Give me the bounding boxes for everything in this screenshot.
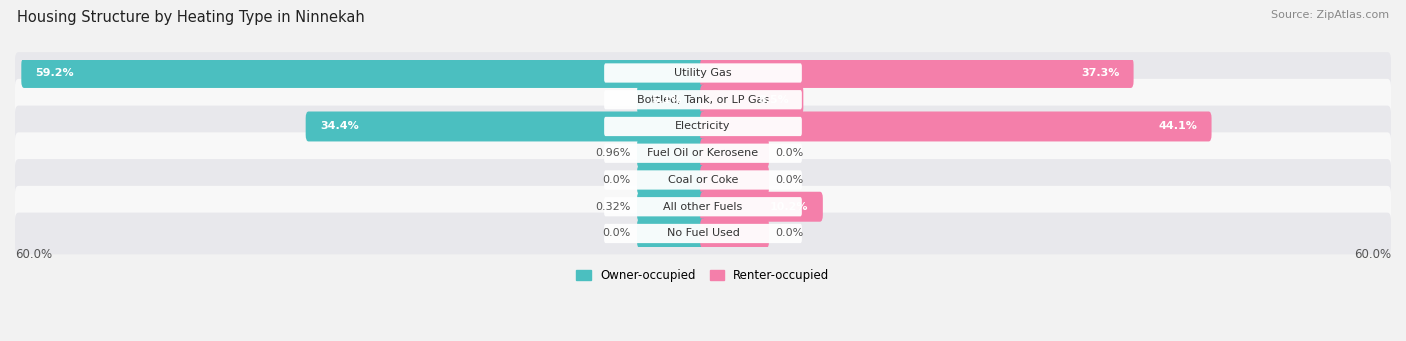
Text: 0.96%: 0.96% [595,148,631,158]
Legend: Owner-occupied, Renter-occupied: Owner-occupied, Renter-occupied [576,269,830,282]
FancyBboxPatch shape [605,63,801,83]
Text: Bottled, Tank, or LP Gas: Bottled, Tank, or LP Gas [637,95,769,105]
Text: Housing Structure by Heating Type in Ninnekah: Housing Structure by Heating Type in Nin… [17,10,364,25]
FancyBboxPatch shape [15,79,1391,121]
FancyBboxPatch shape [15,213,1391,254]
Text: No Fuel Used: No Fuel Used [666,228,740,238]
Text: 10.2%: 10.2% [770,202,808,212]
FancyBboxPatch shape [605,197,801,216]
FancyBboxPatch shape [637,138,706,168]
Text: 60.0%: 60.0% [1354,248,1391,261]
Text: 34.4%: 34.4% [321,121,359,132]
FancyBboxPatch shape [605,224,801,243]
Text: 0.0%: 0.0% [775,148,803,158]
FancyBboxPatch shape [605,144,801,163]
Text: All other Fuels: All other Fuels [664,202,742,212]
Text: 0.0%: 0.0% [603,175,631,185]
FancyBboxPatch shape [700,165,769,195]
Text: 0.32%: 0.32% [595,202,631,212]
FancyBboxPatch shape [637,85,706,115]
FancyBboxPatch shape [700,138,769,168]
FancyBboxPatch shape [15,106,1391,147]
FancyBboxPatch shape [605,170,801,190]
FancyBboxPatch shape [15,52,1391,94]
Text: 0.0%: 0.0% [775,175,803,185]
FancyBboxPatch shape [700,219,769,249]
Text: 8.5%: 8.5% [758,95,789,105]
Text: Source: ZipAtlas.com: Source: ZipAtlas.com [1271,10,1389,20]
Text: 44.1%: 44.1% [1159,121,1198,132]
FancyBboxPatch shape [637,219,706,249]
Text: Electricity: Electricity [675,121,731,132]
FancyBboxPatch shape [700,192,823,222]
Text: 0.0%: 0.0% [603,228,631,238]
FancyBboxPatch shape [15,186,1391,227]
FancyBboxPatch shape [305,112,706,142]
FancyBboxPatch shape [700,85,803,115]
Text: 5.1%: 5.1% [651,95,682,105]
FancyBboxPatch shape [700,58,1133,88]
FancyBboxPatch shape [637,192,706,222]
FancyBboxPatch shape [637,165,706,195]
Text: Utility Gas: Utility Gas [675,68,731,78]
Text: Coal or Coke: Coal or Coke [668,175,738,185]
FancyBboxPatch shape [605,117,801,136]
Text: 60.0%: 60.0% [15,248,52,261]
Text: 37.3%: 37.3% [1081,68,1119,78]
FancyBboxPatch shape [605,90,801,109]
FancyBboxPatch shape [15,132,1391,174]
Text: Fuel Oil or Kerosene: Fuel Oil or Kerosene [647,148,759,158]
FancyBboxPatch shape [21,58,706,88]
Text: 59.2%: 59.2% [35,68,75,78]
FancyBboxPatch shape [15,159,1391,201]
FancyBboxPatch shape [700,112,1212,142]
Text: 0.0%: 0.0% [775,228,803,238]
